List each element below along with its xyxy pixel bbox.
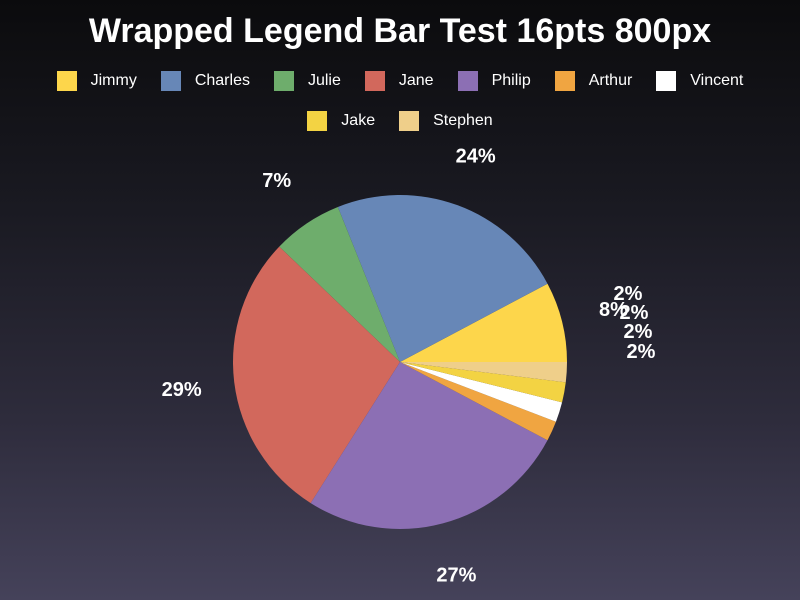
legend-item-arthur[interactable]: Arthur (554, 70, 633, 92)
slice-label-charles: 24% (456, 145, 496, 167)
legend-swatch-stephen (399, 111, 420, 131)
legend-swatch-arthur (554, 71, 575, 91)
pie-slice-jake[interactable] (400, 362, 566, 403)
legend-item-jake[interactable]: Jake (307, 110, 375, 132)
legend-item-jimmy[interactable]: Jimmy (56, 70, 137, 92)
legend-label-jane: Jane (398, 72, 434, 89)
legend-swatch-jimmy (56, 71, 77, 91)
slice-label-jake: 2% (624, 321, 653, 343)
pie-slice-philip[interactable] (310, 362, 548, 529)
pie-slice-jimmy[interactable] (400, 283, 567, 362)
legend-item-philip[interactable]: Philip (457, 70, 531, 92)
legend-label-jimmy: Jimmy (90, 72, 137, 89)
pie-slices (233, 195, 567, 529)
chart-title: Wrapped Legend Bar Test 16pts 800px (88, 12, 712, 50)
legend-item-charles[interactable]: Charles (160, 70, 250, 92)
legend-label-arthur: Arthur (588, 72, 633, 89)
slice-label-arthur: 2% (614, 283, 643, 305)
legend-label-jake: Jake (341, 112, 376, 129)
slice-label-julie: 7% (262, 170, 291, 192)
legend-swatch-philip (457, 71, 478, 91)
pie-slice-charles[interactable] (337, 195, 548, 362)
legend: Jimmy Charles Julie Jane Philip Arthur V… (40, 70, 760, 132)
pie-slice-stephen[interactable] (400, 362, 567, 383)
legend-swatch-vincent (656, 71, 677, 91)
slice-label-stephen: 2% (627, 341, 656, 363)
slice-label-jane: 29% (162, 379, 202, 401)
legend-item-stephen[interactable]: Stephen (399, 110, 493, 132)
slice-label-jimmy: 8% (599, 299, 628, 321)
legend-swatch-jane (364, 71, 385, 91)
pie-slice-vincent[interactable] (400, 362, 563, 422)
legend-item-jane[interactable]: Jane (364, 70, 434, 92)
legend-label-stephen: Stephen (433, 112, 493, 129)
pie-labels: 8%24%7%29%27%2%2%2%2% (162, 145, 656, 586)
legend-swatch-charles (160, 71, 181, 91)
legend-item-julie[interactable]: Julie (273, 70, 341, 92)
legend-label-julie: Julie (307, 72, 341, 89)
slice-label-vincent: 2% (620, 302, 649, 324)
legend-swatch-jake (307, 111, 328, 131)
legend-label-philip: Philip (491, 72, 531, 89)
legend-item-vincent[interactable]: Vincent (656, 70, 743, 92)
pie-slice-jane[interactable] (233, 246, 400, 504)
legend-swatch-julie (273, 71, 294, 91)
slice-label-philip: 27% (436, 565, 476, 587)
legend-label-vincent: Vincent (690, 72, 744, 89)
pie-slice-julie[interactable] (279, 206, 400, 362)
pie-slice-arthur[interactable] (400, 362, 556, 441)
legend-label-charles: Charles (194, 72, 250, 89)
